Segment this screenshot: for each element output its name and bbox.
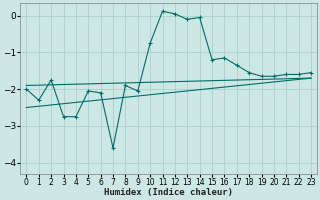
X-axis label: Humidex (Indice chaleur): Humidex (Indice chaleur) bbox=[104, 188, 233, 197]
